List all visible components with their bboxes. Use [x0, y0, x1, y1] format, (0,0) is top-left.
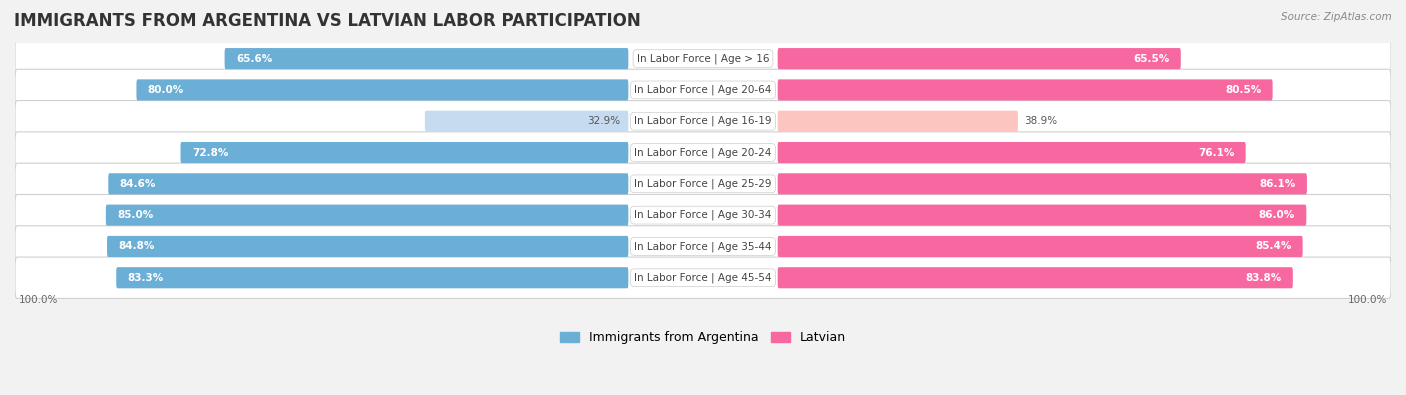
FancyBboxPatch shape	[778, 79, 1272, 100]
FancyBboxPatch shape	[15, 194, 1391, 236]
FancyBboxPatch shape	[117, 267, 628, 288]
Text: In Labor Force | Age 16-19: In Labor Force | Age 16-19	[634, 116, 772, 126]
FancyBboxPatch shape	[15, 38, 1391, 79]
FancyBboxPatch shape	[778, 111, 1018, 132]
FancyBboxPatch shape	[778, 236, 1302, 257]
Text: In Labor Force | Age 45-54: In Labor Force | Age 45-54	[634, 273, 772, 283]
FancyBboxPatch shape	[107, 236, 628, 257]
Text: 76.1%: 76.1%	[1198, 147, 1234, 158]
Text: 83.3%: 83.3%	[128, 273, 165, 283]
Text: 83.8%: 83.8%	[1246, 273, 1281, 283]
Text: 84.8%: 84.8%	[118, 241, 155, 252]
Text: 38.9%: 38.9%	[1024, 116, 1057, 126]
FancyBboxPatch shape	[15, 69, 1391, 111]
Text: In Labor Force | Age 30-34: In Labor Force | Age 30-34	[634, 210, 772, 220]
FancyBboxPatch shape	[778, 173, 1308, 194]
Text: 80.5%: 80.5%	[1225, 85, 1261, 95]
Text: 100.0%: 100.0%	[1348, 295, 1388, 305]
Text: In Labor Force | Age 35-44: In Labor Force | Age 35-44	[634, 241, 772, 252]
Text: 85.4%: 85.4%	[1256, 241, 1291, 252]
FancyBboxPatch shape	[778, 48, 1181, 69]
Text: In Labor Force | Age 20-24: In Labor Force | Age 20-24	[634, 147, 772, 158]
Text: In Labor Force | Age 25-29: In Labor Force | Age 25-29	[634, 179, 772, 189]
Text: 86.1%: 86.1%	[1260, 179, 1295, 189]
FancyBboxPatch shape	[15, 163, 1391, 205]
FancyBboxPatch shape	[225, 48, 628, 69]
Text: 100.0%: 100.0%	[18, 295, 58, 305]
Text: Source: ZipAtlas.com: Source: ZipAtlas.com	[1281, 12, 1392, 22]
FancyBboxPatch shape	[15, 257, 1391, 298]
Text: 86.0%: 86.0%	[1258, 210, 1295, 220]
Text: In Labor Force | Age > 16: In Labor Force | Age > 16	[637, 53, 769, 64]
Text: 32.9%: 32.9%	[588, 116, 620, 126]
FancyBboxPatch shape	[15, 101, 1391, 142]
Legend: Immigrants from Argentina, Latvian: Immigrants from Argentina, Latvian	[555, 326, 851, 349]
Text: 65.5%: 65.5%	[1133, 54, 1170, 64]
Text: 84.6%: 84.6%	[120, 179, 156, 189]
Text: 80.0%: 80.0%	[148, 85, 184, 95]
Text: In Labor Force | Age 20-64: In Labor Force | Age 20-64	[634, 85, 772, 95]
FancyBboxPatch shape	[105, 205, 628, 226]
Text: 72.8%: 72.8%	[191, 147, 228, 158]
FancyBboxPatch shape	[778, 205, 1306, 226]
FancyBboxPatch shape	[15, 132, 1391, 173]
FancyBboxPatch shape	[15, 226, 1391, 267]
FancyBboxPatch shape	[778, 142, 1246, 163]
FancyBboxPatch shape	[136, 79, 628, 100]
FancyBboxPatch shape	[180, 142, 628, 163]
FancyBboxPatch shape	[425, 111, 628, 132]
Text: 65.6%: 65.6%	[236, 54, 273, 64]
FancyBboxPatch shape	[778, 267, 1294, 288]
Text: 85.0%: 85.0%	[117, 210, 153, 220]
FancyBboxPatch shape	[108, 173, 628, 194]
Text: IMMIGRANTS FROM ARGENTINA VS LATVIAN LABOR PARTICIPATION: IMMIGRANTS FROM ARGENTINA VS LATVIAN LAB…	[14, 12, 641, 30]
